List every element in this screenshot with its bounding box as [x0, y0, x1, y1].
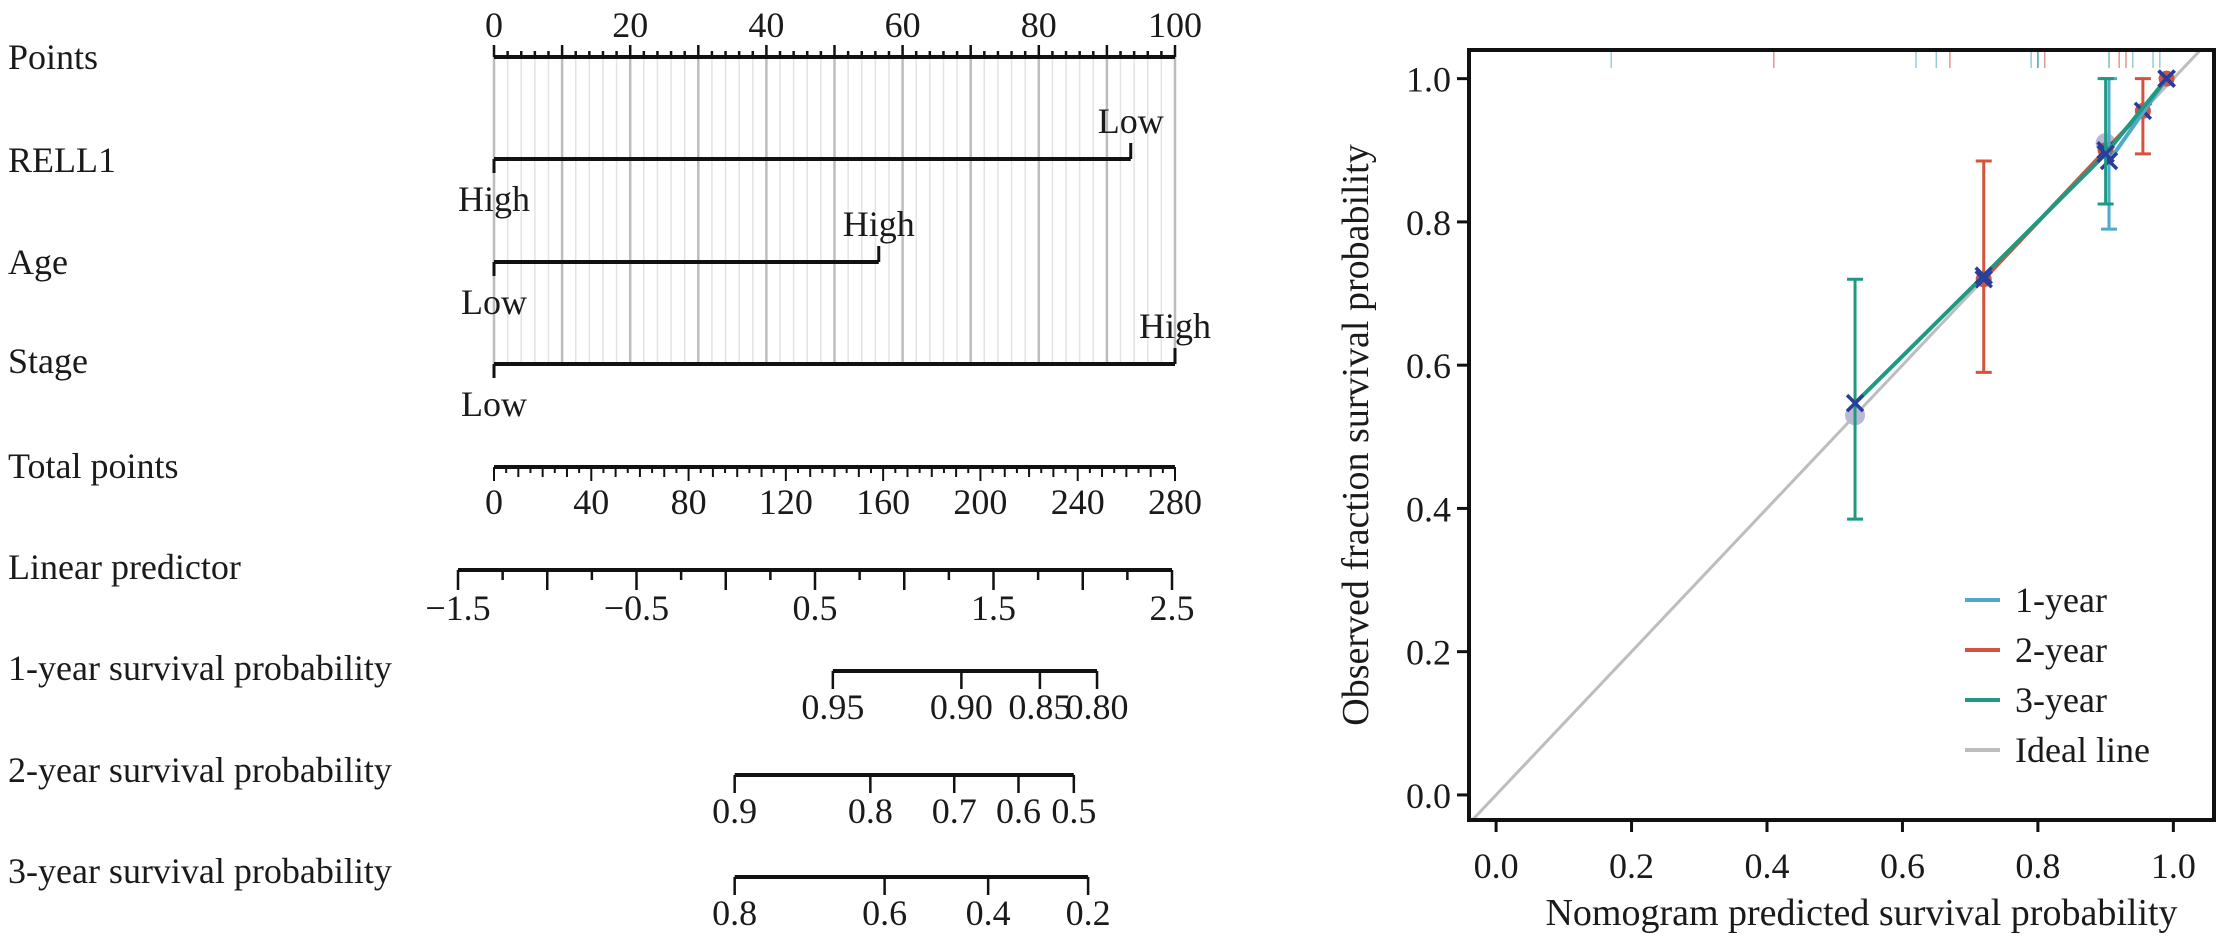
probability-tick-label: 0.80: [1066, 687, 1129, 727]
points-tick-label: 20: [612, 5, 648, 45]
points-tick-label: 80: [1021, 5, 1057, 45]
row-label: 2-year survival probability: [8, 750, 392, 790]
y-tick-label: 0.2: [1406, 633, 1451, 673]
x-marker: [2157, 69, 2176, 88]
points-tick-label: 60: [885, 5, 921, 45]
linear-predictor-tick-label: −0.5: [604, 588, 669, 628]
probability-tick-label: 0.2: [1066, 893, 1111, 933]
x-axis-title: Nomogram predicted survival probability: [1545, 892, 2177, 934]
total-points-tick-label: 200: [953, 482, 1007, 522]
y-tick-label: 1.0: [1406, 60, 1451, 100]
points-tick-label: 100: [1148, 5, 1202, 45]
row-label: RELL1: [8, 140, 116, 180]
probability-tick-label: 0.4: [966, 893, 1011, 933]
series-line-3-year: [1853, 77, 2169, 405]
probability-tick-label: 0.6: [996, 791, 1041, 831]
x-tick-label: 1.0: [2151, 846, 2196, 886]
x-tick-label: 0.8: [2015, 846, 2060, 886]
row-label: Age: [8, 242, 68, 282]
y-axis-title: Observed fraction survival probability: [1335, 144, 1377, 725]
total-points-tick-label: 280: [1148, 482, 1202, 522]
plot-frame: [1467, 48, 2216, 822]
factor-level-label: Low: [461, 282, 527, 322]
x-marker: [2096, 144, 2115, 164]
legend-label: 2-year: [2015, 630, 2107, 670]
x-marker: [1974, 266, 1993, 285]
factor-level-label: High: [1139, 306, 1211, 346]
total-points-tick-label: 120: [759, 482, 813, 522]
y-tick-label: 0.8: [1406, 203, 1451, 243]
probability-tick-label: 0.85: [1008, 687, 1071, 727]
linear-predictor-tick-label: 0.5: [793, 588, 838, 628]
probability-tick-label: 0.6: [862, 893, 907, 933]
factor-level-label: Low: [461, 384, 527, 424]
total-points-tick-label: 160: [856, 482, 910, 522]
row-label: 1-year survival probability: [8, 648, 392, 688]
nomogram: Points 0 20 40 60 80 100 RELL1 High Low Age Low High…: [8, 5, 1211, 933]
factor-level-label: High: [458, 179, 530, 219]
x-tick-label: 0.2: [1609, 846, 1654, 886]
probability-tick-label: 0.95: [801, 687, 864, 727]
row-label: Total points: [8, 446, 178, 486]
x-marker: [1845, 393, 1865, 413]
probability-tick-label: 0.9: [712, 791, 757, 831]
probability-tick-label: 0.5: [1051, 791, 1096, 831]
row-label: Points: [8, 37, 98, 77]
factor-level-label: Low: [1098, 101, 1164, 141]
linear-predictor-tick-label: 2.5: [1150, 588, 1195, 628]
x-tick-label: 0.6: [1880, 846, 1925, 886]
legend-label: 3-year: [2015, 680, 2107, 720]
total-points-tick-label: 240: [1051, 482, 1105, 522]
probability-tick-label: 0.8: [712, 893, 757, 933]
probability-tick-label: 0.8: [848, 791, 893, 831]
y-tick-label: 0.0: [1406, 776, 1451, 816]
probability-tick-label: 0.7: [932, 791, 977, 831]
factor-level-label: High: [843, 204, 915, 244]
total-points-tick-label: 40: [573, 482, 609, 522]
y-tick-label: 0.4: [1406, 489, 1451, 529]
points-tick-label: 0: [485, 5, 503, 45]
x-marker: [1974, 269, 1993, 289]
total-points-tick-label: 80: [671, 482, 707, 522]
linear-predictor-tick-label: 1.5: [971, 588, 1016, 628]
plot-area: [1470, 50, 2203, 820]
total-points-tick-label: 0: [485, 482, 503, 522]
points-tick-label: 40: [748, 5, 784, 45]
legend-label: Ideal line: [2015, 730, 2150, 770]
linear-predictor-tick-label: −1.5: [425, 588, 490, 628]
legend-label: 1-year: [2015, 580, 2107, 620]
y-tick-label: 0.6: [1406, 346, 1451, 386]
row-label: Stage: [8, 341, 88, 381]
row-label: Linear predictor: [8, 547, 241, 587]
x-tick-label: 0.4: [1745, 846, 1790, 886]
probability-tick-label: 0.90: [930, 687, 993, 727]
calibration-plot: 0.0 0.2 0.4 0.6 0.8 1.0 0.0 0.2 0.4 0.6 0.8 1.0 Nomo…: [1335, 48, 2216, 934]
row-label: 3-year survival probability: [8, 851, 392, 891]
x-tick-label: 0.0: [1474, 846, 1519, 886]
